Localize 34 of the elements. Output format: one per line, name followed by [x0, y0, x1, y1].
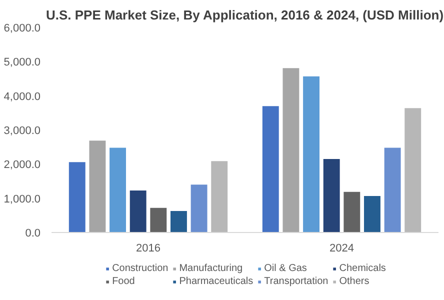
chart-title: U.S. PPE Market Size, By Application, 2016 & 2024, (USD Million): [46, 8, 444, 22]
bar: [282, 68, 300, 232]
bar: [89, 140, 106, 232]
legend-label: Transportation: [264, 276, 328, 287]
y-tick-label: 4,000.0: [4, 90, 40, 103]
bar: [262, 106, 279, 232]
x-tick-label: 2024: [330, 242, 354, 254]
legend-label: Construction: [112, 263, 168, 274]
bar: [68, 162, 86, 232]
legend-label: Chemicals: [339, 263, 386, 274]
legend-label: Food: [112, 276, 135, 287]
bar: [130, 190, 146, 232]
x-tick-label: 2016: [136, 242, 160, 254]
y-tick-label: 0.0: [25, 228, 41, 240]
bar: [404, 108, 422, 232]
bar: [170, 210, 187, 232]
bar: [211, 161, 228, 232]
legend-label: Pharmaceuticals: [179, 276, 254, 287]
y-tick-label: 2,000.0: [4, 159, 40, 172]
bar: [344, 192, 360, 232]
y-tick-label: 3,000.0: [4, 125, 40, 137]
y-tick-label: 6,000.0: [4, 22, 40, 34]
bar: [190, 184, 208, 232]
legend-label: Others: [339, 276, 370, 287]
bar: [384, 148, 401, 232]
y-tick-label: 1,000.0: [4, 193, 40, 206]
y-tick-label: 5,000.0: [4, 56, 40, 69]
bar: [303, 76, 320, 232]
bar: [150, 208, 167, 232]
bar: [323, 159, 340, 232]
bar: [110, 148, 126, 232]
legend-label: Oil & Gas: [264, 263, 307, 274]
bar: [364, 196, 380, 232]
legend-label: Manufacturing: [179, 263, 243, 274]
